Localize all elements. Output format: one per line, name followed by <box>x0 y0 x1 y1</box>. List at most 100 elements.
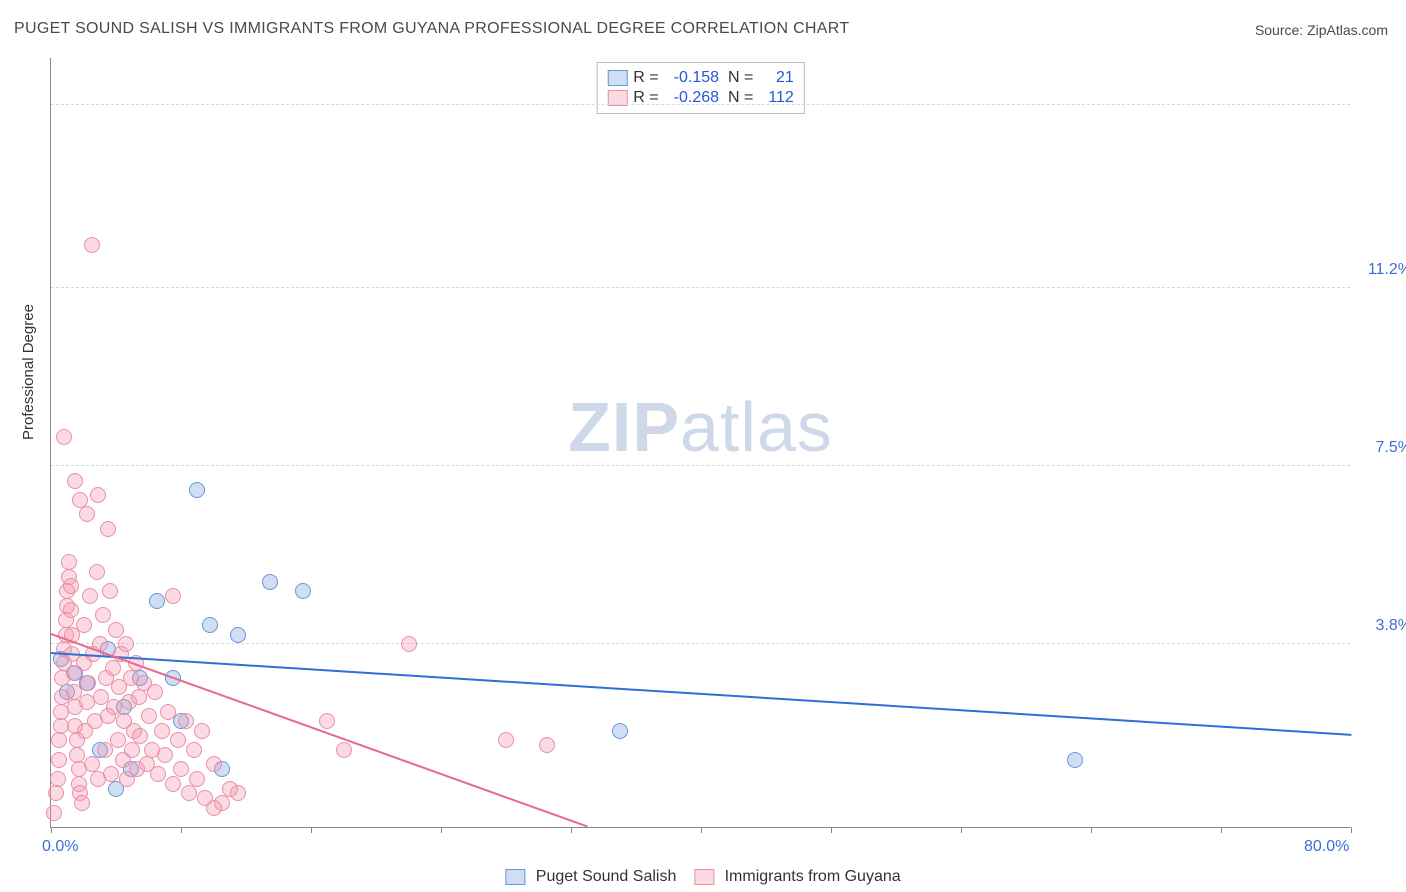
r-label: R = <box>633 69 658 86</box>
data-point-salish <box>202 617 218 633</box>
data-point-guyana <box>56 429 72 445</box>
data-point-guyana <box>132 728 148 744</box>
data-point-guyana <box>108 622 124 638</box>
data-point-guyana <box>100 521 116 537</box>
data-point-guyana <box>150 766 166 782</box>
x-tick-label: 80.0% <box>1304 838 1349 856</box>
data-point-guyana <box>181 785 197 801</box>
gridline-h <box>51 104 1350 105</box>
data-point-guyana <box>206 756 222 772</box>
data-point-guyana <box>401 636 417 652</box>
data-point-guyana <box>61 554 77 570</box>
x-tick <box>311 827 312 833</box>
data-point-guyana <box>105 660 121 676</box>
data-point-guyana <box>76 617 92 633</box>
x-tick <box>701 827 702 833</box>
r-value: -0.158 <box>663 69 719 87</box>
data-point-guyana <box>51 732 67 748</box>
y-axis-title: Professional Degree <box>20 304 37 440</box>
legend-row-salish: R = -0.158 N = 21 <box>607 69 793 87</box>
n-value: 21 <box>758 69 794 87</box>
source-label: Source: ZipAtlas.com <box>1255 22 1388 38</box>
data-point-guyana <box>84 237 100 253</box>
data-point-guyana <box>79 506 95 522</box>
data-point-guyana <box>186 742 202 758</box>
data-point-guyana <box>63 578 79 594</box>
legend-label-guyana: Immigrants from Guyana <box>720 868 901 885</box>
watermark: ZIPatlas <box>568 387 833 467</box>
data-point-guyana <box>48 785 64 801</box>
data-point-guyana <box>46 805 62 821</box>
data-point-guyana <box>106 699 122 715</box>
data-point-guyana <box>63 602 79 618</box>
chart-title: PUGET SOUND SALISH VS IMMIGRANTS FROM GU… <box>14 20 849 38</box>
data-point-guyana <box>160 704 176 720</box>
data-point-guyana <box>90 487 106 503</box>
correlation-legend: R = -0.158 N = 21R = -0.268 N = 112 <box>596 62 804 114</box>
x-tick <box>51 827 52 833</box>
x-tick <box>961 827 962 833</box>
data-point-salish <box>1067 752 1083 768</box>
data-point-salish <box>230 627 246 643</box>
data-point-guyana <box>165 776 181 792</box>
gridline-h <box>51 465 1350 466</box>
y-tick-label: 11.2% <box>1368 261 1406 279</box>
x-tick-label: 0.0% <box>42 838 78 856</box>
legend-swatch <box>607 70 627 86</box>
data-point-salish <box>295 583 311 599</box>
data-point-guyana <box>82 588 98 604</box>
data-point-guyana <box>79 694 95 710</box>
x-tick <box>1091 827 1092 833</box>
data-point-guyana <box>50 771 66 787</box>
data-point-salish <box>149 593 165 609</box>
scatter-plot: ZIPatlas R = -0.158 N = 21R = -0.268 N =… <box>50 58 1350 828</box>
y-tick-label: 3.8% <box>1376 617 1406 635</box>
data-point-guyana <box>103 766 119 782</box>
x-tick <box>441 827 442 833</box>
legend-swatch <box>505 869 525 885</box>
data-point-guyana <box>498 732 514 748</box>
data-point-guyana <box>51 752 67 768</box>
x-tick <box>1351 827 1352 833</box>
legend-swatch <box>694 869 714 885</box>
data-point-guyana <box>124 742 140 758</box>
legend-label-salish: Puget Sound Salish <box>531 868 676 885</box>
x-tick <box>181 827 182 833</box>
trend-line-salish <box>51 652 1351 736</box>
data-point-guyana <box>170 732 186 748</box>
data-point-guyana <box>189 771 205 787</box>
x-tick <box>1221 827 1222 833</box>
n-label: N = <box>728 69 753 86</box>
data-point-guyana <box>539 737 555 753</box>
data-point-guyana <box>131 689 147 705</box>
data-point-salish <box>262 574 278 590</box>
data-point-guyana <box>53 704 69 720</box>
data-point-guyana <box>110 732 126 748</box>
data-point-guyana <box>178 713 194 729</box>
series-legend: Puget Sound Salish Immigrants from Guyan… <box>505 868 900 886</box>
data-point-guyana <box>173 761 189 777</box>
data-point-guyana <box>89 564 105 580</box>
gridline-h <box>51 643 1350 644</box>
data-point-guyana <box>206 800 222 816</box>
data-point-guyana <box>102 583 118 599</box>
data-point-guyana <box>147 684 163 700</box>
data-point-guyana <box>336 742 352 758</box>
data-point-guyana <box>80 675 96 691</box>
data-point-guyana <box>95 607 111 623</box>
watermark-rest: atlas <box>680 388 833 466</box>
gridline-h <box>51 287 1350 288</box>
x-tick <box>571 827 572 833</box>
y-tick-label: 7.5% <box>1376 439 1406 457</box>
data-point-guyana <box>319 713 335 729</box>
data-point-guyana <box>157 747 173 763</box>
data-point-salish <box>612 723 628 739</box>
data-point-salish <box>189 482 205 498</box>
data-point-guyana <box>74 795 90 811</box>
data-point-guyana <box>194 723 210 739</box>
data-point-guyana <box>230 785 246 801</box>
data-point-guyana <box>165 588 181 604</box>
data-point-guyana <box>154 723 170 739</box>
data-point-guyana <box>53 718 69 734</box>
data-point-guyana <box>118 636 134 652</box>
